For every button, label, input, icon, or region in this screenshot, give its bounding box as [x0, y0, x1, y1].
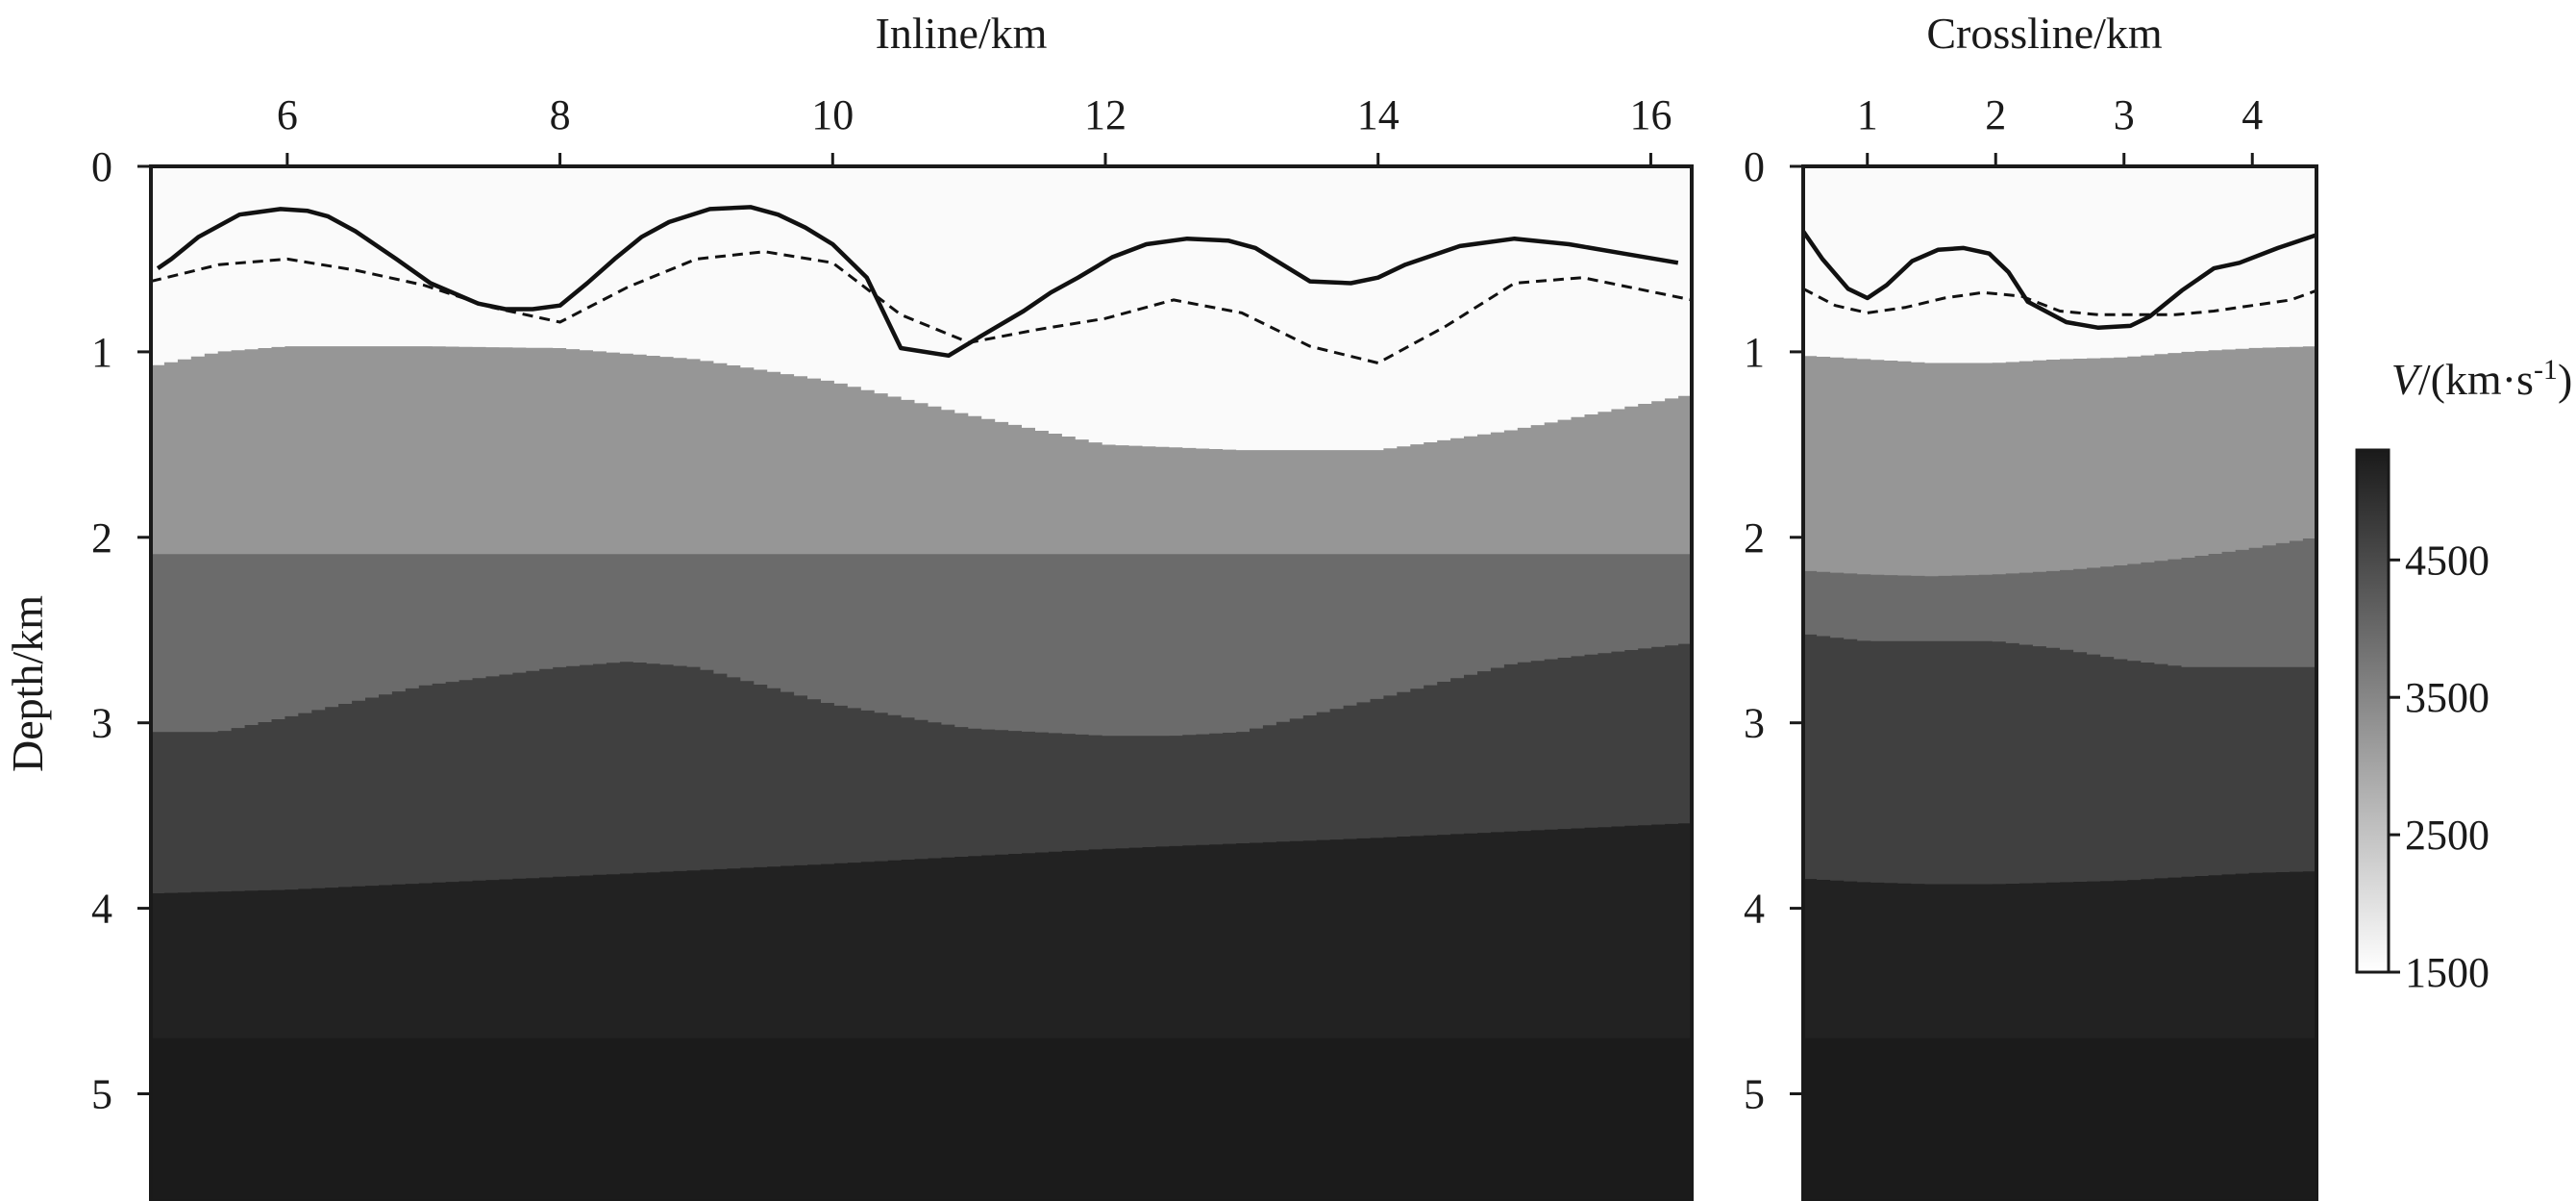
inline-x-tick-label: 6: [277, 91, 298, 138]
colorbar-tick-label: 3500: [2405, 674, 2489, 721]
colorbar-title-close: ): [2558, 355, 2572, 404]
colorbar-title-exponent: -1: [2534, 354, 2558, 386]
inline-y-tick-label: 2: [91, 514, 112, 562]
inline-y-tick-label: 3: [91, 700, 112, 747]
cross-x-tick-label: 1: [1857, 91, 1878, 138]
inline-dashed-line: [150, 250, 1693, 364]
crossline-y-axis-ticks: 0 1 2 3 4 5: [1744, 143, 1803, 1118]
inline-layer-5: [151, 1038, 1692, 1201]
inline-x-tick-label: 8: [550, 91, 571, 138]
inline-y-tick-label: 5: [91, 1071, 112, 1118]
inline-solid-line: [156, 205, 1679, 359]
inline-x-tick-label: 10: [811, 91, 854, 138]
inline-x-tick-label: 14: [1357, 91, 1399, 138]
colorbar-tick-label: 4500: [2405, 537, 2489, 584]
colorbar-tick-label: 1500: [2405, 949, 2489, 996]
cross-y-tick-label: 1: [1744, 329, 1765, 376]
cross-y-tick-label: 2: [1744, 514, 1765, 562]
inline-x-axis-title: Inline/km: [876, 9, 1048, 58]
y-axis-title: Depth/km: [3, 595, 52, 772]
cross-dashed-line: [1802, 287, 2317, 316]
colorbar-title-unit: /(km·s: [2418, 355, 2534, 404]
cross-y-tick-label: 4: [1744, 886, 1765, 933]
cross-y-tick-label: 3: [1744, 700, 1765, 747]
inline-y-tick-label: 1: [91, 329, 112, 376]
inline-y-axis-ticks: 0 1 2 3 4 5: [91, 143, 151, 1118]
crossline-x-axis-ticks: 1 2 3 4: [1857, 91, 2263, 166]
colorbar-title-symbol: V: [2391, 355, 2423, 404]
cross-y-tick-label: 5: [1744, 1071, 1765, 1118]
colorbar-ticks: 4500 3500 2500 1500: [2389, 537, 2489, 996]
crossline-plot-frame: [1801, 164, 2318, 1201]
colorbar-gradient: [2355, 448, 2390, 974]
cross-x-tick-label: 4: [2242, 91, 2263, 138]
colorbar-tick-label: 2500: [2405, 812, 2489, 859]
cross-solid-line: [1801, 230, 2317, 331]
colorbar: V/(km·s-1) 4500 3500 2500 1500: [2355, 354, 2573, 996]
crossline-velocity-model: [1801, 166, 2317, 1201]
inline-x-tick-label: 16: [1629, 91, 1672, 138]
cross-layer-5: [1803, 1038, 2316, 1201]
crossline-panel: 1 2 3 4 0 1 2 3 4 5 Crossline/km: [1744, 9, 2318, 1201]
inline-plot-frame: [149, 164, 1694, 1201]
crossline-x-axis-title: Crossline/km: [1926, 9, 2163, 58]
inline-velocity-model: [150, 166, 1693, 1201]
inline-x-axis-ticks: 6 8 10 12 14 16: [277, 91, 1672, 166]
inline-y-tick-label: 0: [91, 143, 112, 190]
inline-x-tick-label: 12: [1084, 91, 1127, 138]
cross-x-tick-label: 2: [1985, 91, 2006, 138]
cross-y-tick-label: 0: [1744, 143, 1765, 190]
colorbar-title: V/(km·s-1): [2391, 354, 2573, 405]
cross-x-tick-label: 3: [2114, 91, 2135, 138]
inline-y-tick-label: 4: [91, 886, 112, 933]
